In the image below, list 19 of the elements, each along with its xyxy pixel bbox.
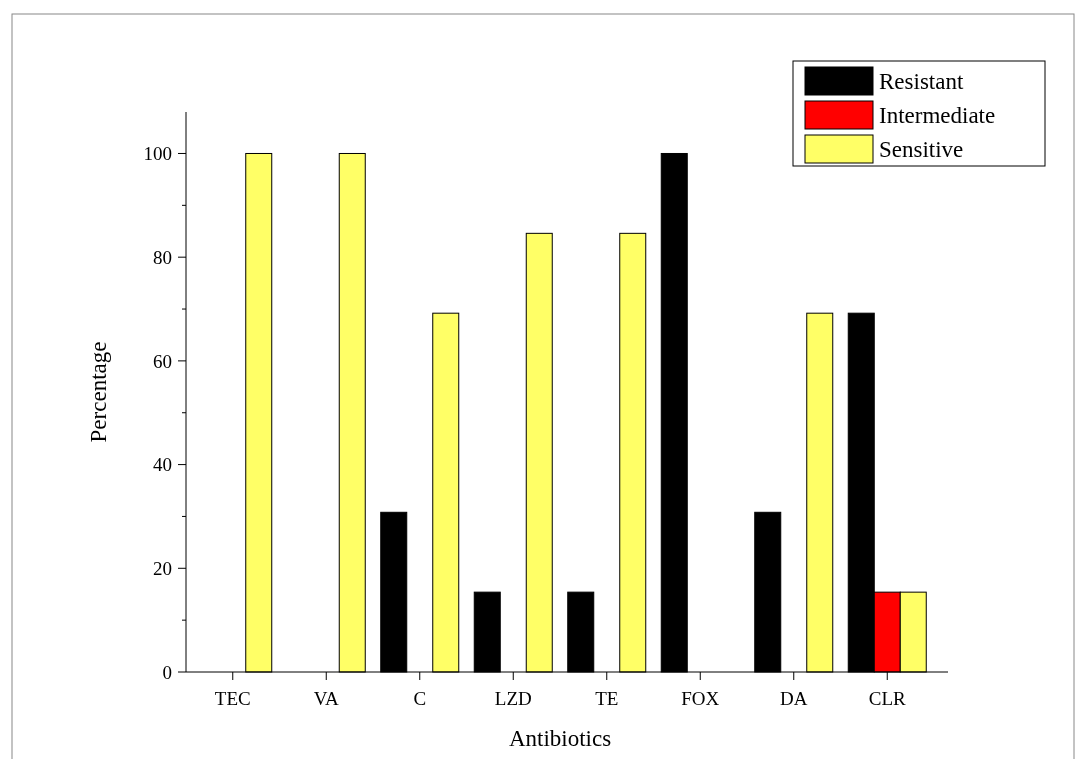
x-tick-label: FOX	[681, 688, 720, 709]
x-tick-label: DA	[780, 688, 808, 709]
x-tick-label: CLR	[868, 688, 907, 709]
x-tick-label: VA	[313, 688, 340, 709]
legend-label: Sensitive	[879, 137, 964, 163]
y-tick-label: 100	[143, 143, 172, 165]
y-tick-label: 80	[153, 246, 172, 268]
y-tick-label: 40	[153, 454, 172, 476]
y-tick-label: 20	[153, 557, 172, 579]
x-tick-label: C	[413, 688, 427, 709]
legend-label: Intermediate	[879, 103, 996, 129]
y-tick-label: 60	[153, 350, 172, 372]
y-tick-label: 0	[162, 661, 172, 683]
x-tick-label: TE	[595, 688, 619, 709]
y-axis-title: Percentage	[86, 341, 111, 443]
x-tick-label: LZD	[494, 688, 532, 709]
x-axis-title: Antibiotics	[508, 726, 612, 751]
legend-label: Resistant	[879, 69, 964, 95]
x-tick-label: TEC	[214, 688, 251, 709]
